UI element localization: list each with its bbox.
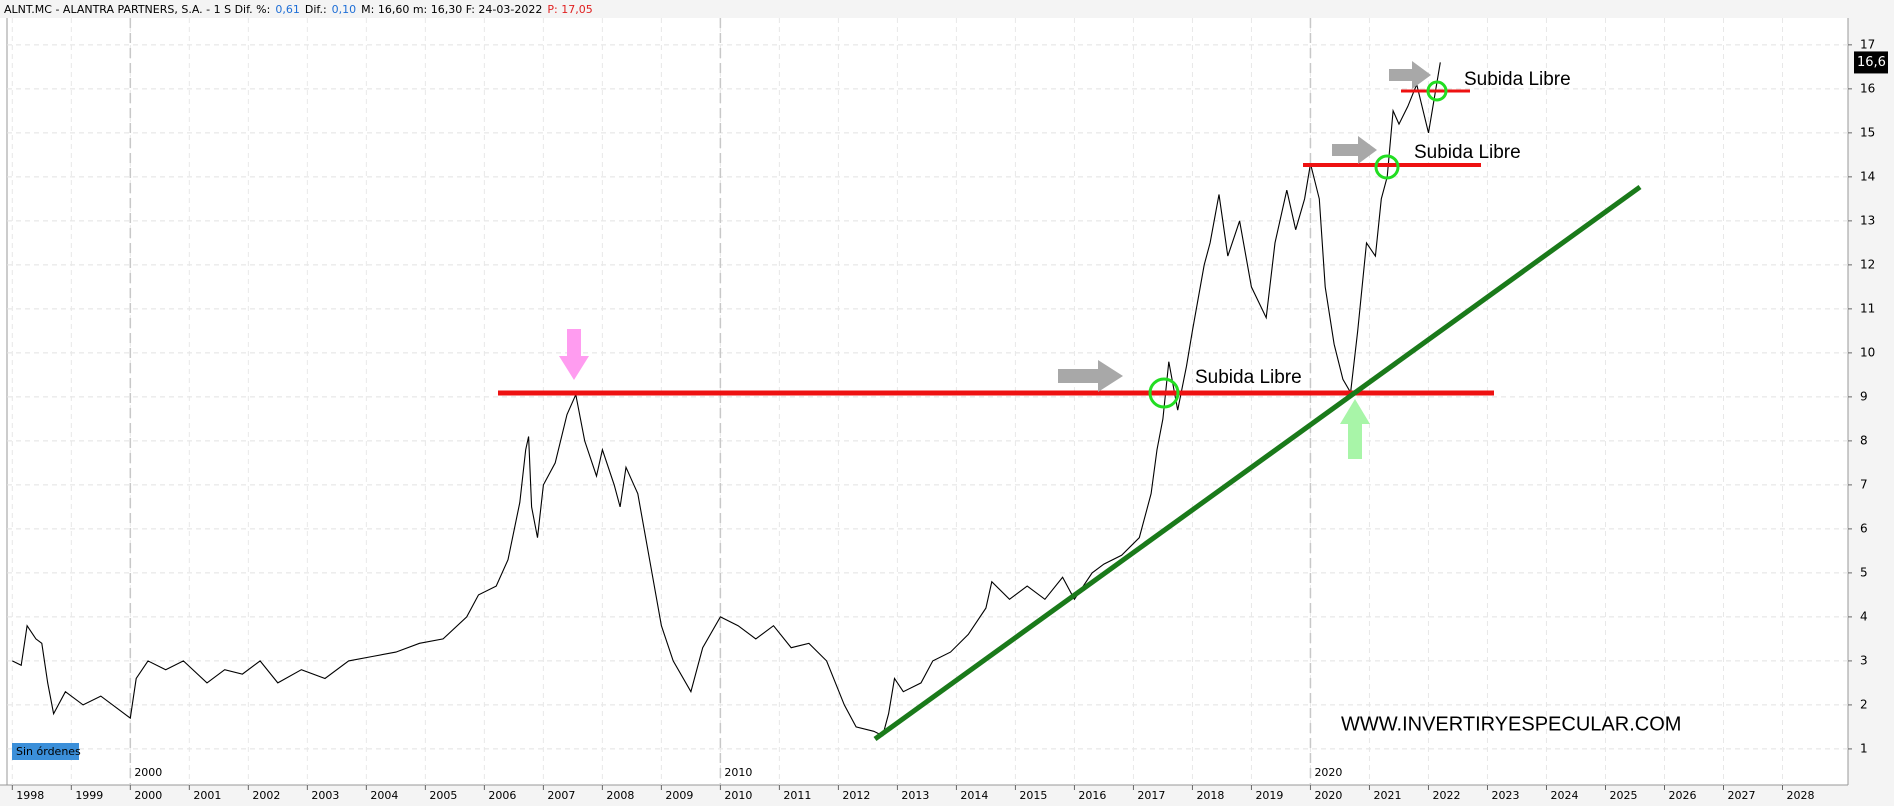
x-tick-label: 2010	[724, 789, 752, 802]
y-tick-label: 14	[1860, 169, 1875, 183]
breakout-circle	[1426, 80, 1448, 102]
x-tick-label: 1998	[16, 789, 44, 802]
y-tick-label: 4	[1860, 609, 1868, 623]
price-tag	[1854, 51, 1888, 74]
y-tick-label: 3	[1860, 653, 1868, 667]
x-tick-label: 2009	[665, 789, 693, 802]
y-tick-label: 15	[1860, 125, 1875, 139]
annotation: Subida Libre	[1195, 367, 1302, 388]
overlays: Subida Libre Subida Libre Subida Libre W…	[12, 61, 1681, 760]
y-tick-label: 9	[1860, 389, 1868, 403]
x-axis-bar	[0, 785, 1894, 806]
breakout-circle	[1374, 154, 1400, 180]
x-tick-label: 2025	[1609, 789, 1637, 802]
y-tick-label: 8	[1860, 433, 1868, 447]
annotation: Subida Libre	[1464, 69, 1571, 90]
annotation: Subida Libre	[1414, 142, 1521, 163]
arrow	[1058, 360, 1123, 392]
y-tick-label: 16	[1860, 81, 1875, 95]
x-tick-label: 2023	[1491, 789, 1519, 802]
x-tick-label: 2028	[1787, 789, 1815, 802]
x-tick-label: 2000	[134, 789, 162, 802]
series	[12, 62, 1441, 737]
y-tick-label: 1	[1860, 741, 1868, 755]
x-tick-label: 2003	[311, 789, 339, 802]
header-segment: 0,61	[275, 3, 300, 16]
y-tick-label: 13	[1860, 213, 1875, 227]
x-tick-label: 2026	[1668, 789, 1696, 802]
x-tick-label: 2019	[1255, 789, 1283, 802]
x-tick-label: 2016	[1078, 789, 1106, 802]
y-tick-label: 6	[1860, 521, 1868, 535]
x-tick-label: 2002	[252, 789, 280, 802]
header-segment: 0,10	[332, 3, 357, 16]
x-tick-label: 2022	[1432, 789, 1460, 802]
y-axis-bar	[1848, 18, 1894, 785]
trend-line	[873, 184, 1642, 742]
x-tick-label: 2013	[901, 789, 929, 802]
watermark: WWW.INVERTIRYESPECULAR.COM	[1341, 713, 1681, 735]
x-tick-label: 2004	[370, 789, 398, 802]
x-tick-label: 2001	[193, 789, 221, 802]
header-segment: M: 16,60 m: 16,30 F: 24-03-2022	[361, 3, 542, 16]
major-x-tick-label: 2020	[1314, 766, 1342, 779]
status-text: Sin órdenes	[16, 745, 81, 758]
y-tick-label: 12	[1860, 257, 1875, 271]
header-text: ALNT.MC - ALANTRA PARTNERS, S.A. - 1 S D…	[4, 3, 593, 16]
header-bar	[0, 0, 1894, 18]
y-tick-label: 11	[1860, 301, 1875, 315]
arrow	[1389, 61, 1431, 89]
x-tick-label: 2027	[1727, 789, 1755, 802]
header-segment: ALNT.MC - ALANTRA PARTNERS, S.A. - 1 S D…	[4, 3, 270, 16]
x-tick-label: 2014	[960, 789, 988, 802]
price-tag-label: 16,6	[1857, 55, 1886, 70]
x-tick-label: 2017	[1137, 789, 1165, 802]
arrow	[559, 329, 589, 380]
price-line	[12, 62, 1441, 737]
major-x-tick-label: 2000	[134, 766, 162, 779]
header-segment: P: 17,05	[547, 3, 592, 16]
arrow	[1340, 399, 1370, 459]
x-tick-label: 2020	[1314, 789, 1342, 802]
x-tick-label: 2005	[429, 789, 457, 802]
y-tick-label: 7	[1860, 477, 1868, 491]
x-tick-label: 2008	[606, 789, 634, 802]
x-tick-label: 2006	[488, 789, 516, 802]
y-tick-label: 17	[1860, 37, 1875, 51]
major-x-tick-label: 2010	[724, 766, 752, 779]
y-tick-label: 5	[1860, 565, 1868, 579]
header-segment: Dif.:	[305, 3, 327, 16]
x-tick-label: 2007	[547, 789, 575, 802]
breakout-circle	[1148, 377, 1180, 409]
x-tick-label: 2015	[1019, 789, 1047, 802]
y-tick-label: 2	[1860, 697, 1868, 711]
status-box	[12, 743, 79, 760]
x-tick-label: 1999	[75, 789, 103, 802]
x-tick-label: 2024	[1550, 789, 1578, 802]
arrow	[1332, 136, 1377, 164]
x-tick-label: 2011	[783, 789, 811, 802]
x-tick-label: 2018	[1196, 789, 1224, 802]
x-tick-label: 2021	[1373, 789, 1401, 802]
y-tick-label: 10	[1860, 345, 1875, 359]
x-tick-label: 2012	[842, 789, 870, 802]
